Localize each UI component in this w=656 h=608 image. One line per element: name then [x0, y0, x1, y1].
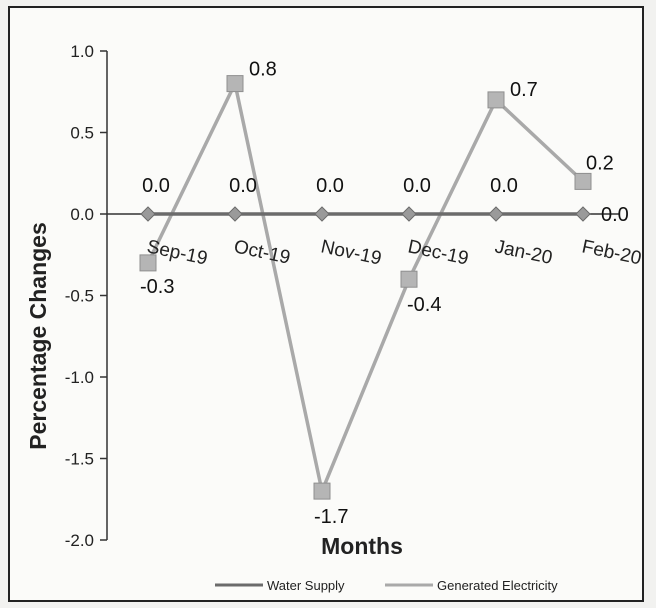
data-point: [487, 91, 505, 109]
legend: Water Supply Generated Electricity: [215, 578, 558, 593]
data-label: 0.0: [142, 175, 170, 197]
data-label: 0.0: [601, 204, 629, 226]
x-category-label: Oct-19: [232, 236, 292, 268]
y-axis-title: Percentage Changes: [25, 222, 51, 450]
series-line: [146, 78, 585, 497]
y-ticks: 1.0 0.5 0.0 -0.5 -1.0 -1.5 -2.0: [65, 42, 107, 550]
x-axis-title: Months: [321, 533, 403, 559]
data-label: -0.4: [407, 294, 441, 316]
data-label: 0.0: [490, 175, 518, 197]
chart-frame: 1.0 0.5 0.0 -0.5 -1.0 -1.5 -2.0 Sep-19 Oct-19 No…: [8, 6, 644, 602]
data-point: [313, 482, 331, 500]
x-category-label: Jan-20: [493, 236, 554, 269]
data-point: [226, 75, 244, 93]
data-point: [574, 172, 592, 190]
data-label: 0.0: [403, 175, 431, 197]
data-point: [575, 206, 591, 222]
data-label: 0.2: [586, 152, 614, 174]
data-point: [401, 206, 417, 222]
y-tick-label: 0.0: [70, 205, 94, 224]
axes: [106, 51, 620, 540]
x-category-label: Nov-19: [319, 236, 383, 269]
y-tick-label: -1.0: [65, 368, 94, 387]
data-label: -1.7: [314, 506, 348, 528]
series-layer: [139, 75, 592, 500]
data-label: 0.7: [510, 79, 538, 101]
data-point: [140, 206, 156, 222]
y-tick-label: -2.0: [65, 531, 94, 550]
y-tick-label: 0.5: [70, 124, 94, 143]
data-label: 0.8: [249, 59, 277, 81]
category-labels: Sep-19 Oct-19 Nov-19 Dec-19 Jan-20 Feb-20: [145, 236, 642, 269]
data-point: [400, 270, 418, 288]
data-label: 0.0: [316, 175, 344, 197]
line-chart: 1.00.50.0-0.5-1.0-1.5-2.0 Sep-19 Oct-19 No…: [25, 42, 642, 593]
data-labels: 0.0 0.0 0.0 0.0 0.0 0.0 -0.3 0.8 -1.7 -0.4 0.7 0.2: [140, 59, 629, 528]
y-tick-label: 1.0: [70, 42, 94, 61]
data-point: [488, 206, 504, 222]
data-label: 0.0: [229, 175, 257, 197]
data-point: [139, 254, 157, 272]
data-point: [227, 206, 243, 222]
x-category-label: Feb-20: [580, 236, 642, 269]
legend-label: Generated Electricity: [437, 578, 558, 593]
legend-label: Water Supply: [267, 578, 345, 593]
y-tick-label: -1.5: [65, 450, 94, 469]
y-tick-label: -0.5: [65, 287, 94, 306]
data-label: -0.3: [140, 276, 174, 298]
data-point: [314, 206, 330, 222]
